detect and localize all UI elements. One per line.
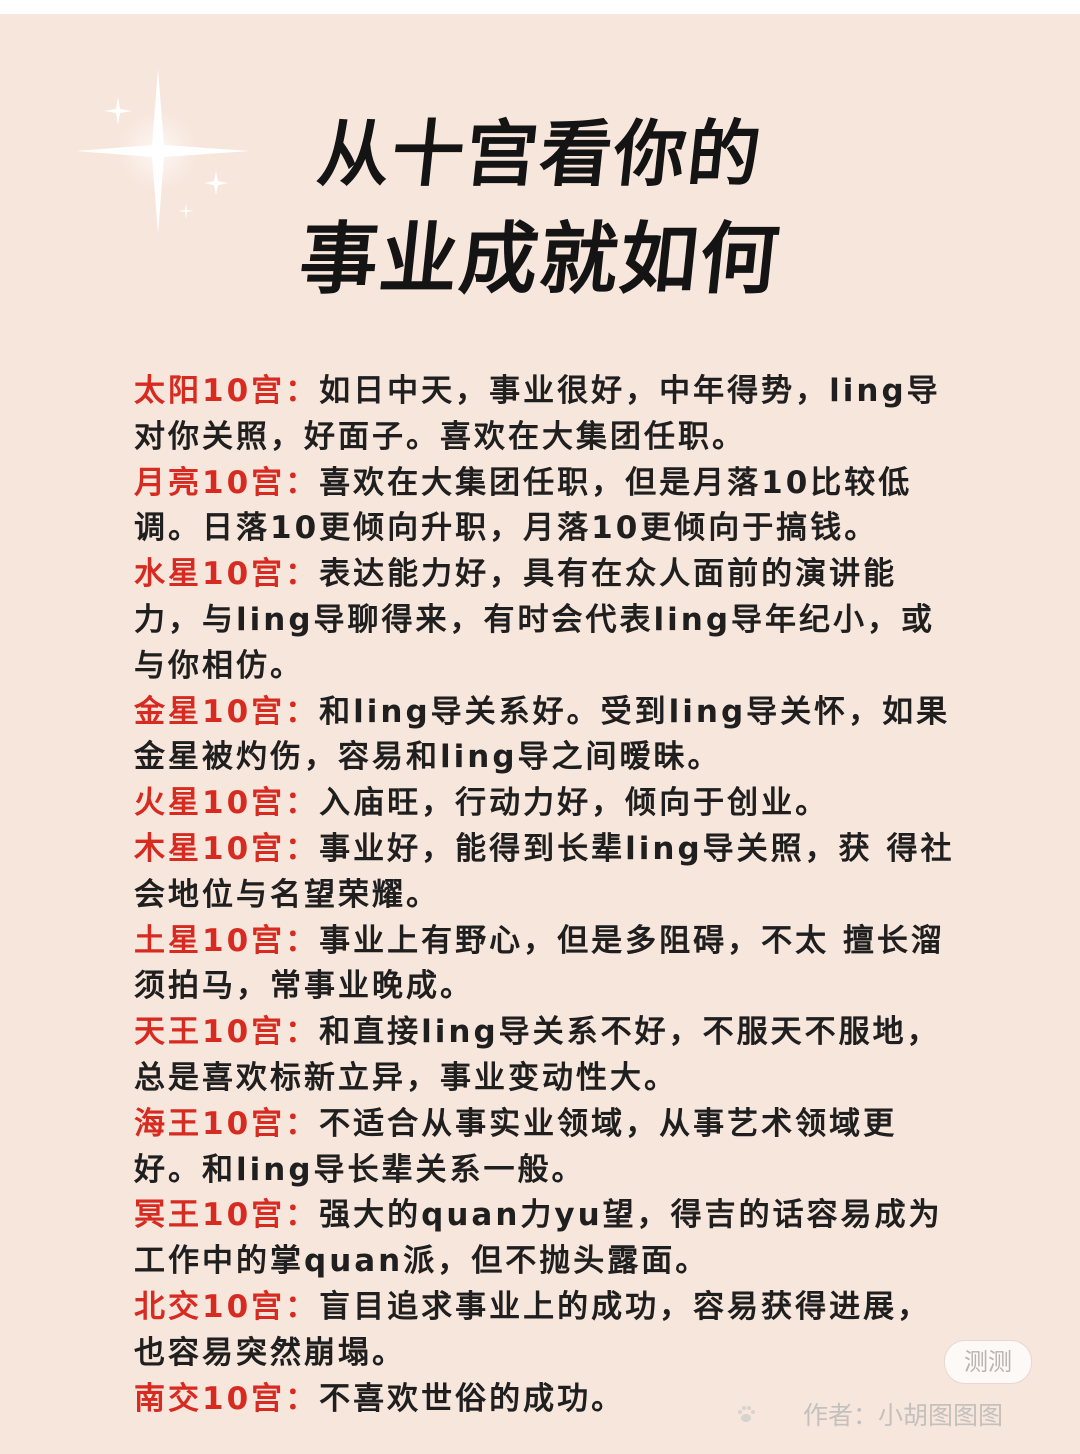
paw-icon xyxy=(738,1406,755,1422)
poster-card: 从十宫看你的 事业成就如何 太阳10宫：如日中天，事业很好，中年得势，ling导… xyxy=(0,14,1080,1454)
list-item: 海王10宫：不适合从事实业领域，从事艺术领域更好。和ling导长辈关系一般。 xyxy=(134,1102,964,1194)
entry-label: 太阳10宫： xyxy=(134,373,320,409)
author-watermark: 作者：小胡图图图 xyxy=(735,1394,1003,1434)
entry-label: 金星10宫： xyxy=(134,693,320,730)
entry-text: 喜欢在大集团任职，但是月落10比较低调。日落10更倾向升职，月落10更倾向于搞钱… xyxy=(134,464,913,547)
entry-text: 和ling导关系好。受到ling导关怀，如果金星被灼伤，容易和ling导之间暧昧… xyxy=(134,693,951,776)
sparkle-icon xyxy=(76,69,250,234)
entry-text: 表达能力好，具有在众人面前的演讲能力，与ling导聊得来，有时会代表ling导年… xyxy=(134,556,936,684)
entry-text: 入庙旺，行动力好，倾向于创业。 xyxy=(319,785,830,822)
list-item: 冥王10宫：强大的quan力yu望，得吉的话容易成为工作中的掌quan派，但不抛… xyxy=(134,1193,964,1285)
entry-label: 火星10宫： xyxy=(134,785,320,822)
entry-text: 事业好，能得到长辈ling导关照，获 得社会地位与名望荣耀。 xyxy=(134,830,955,913)
entry-label: 木星10宫： xyxy=(134,830,320,867)
list-item: 水星10宫：表达能力好，具有在众人面前的演讲能力，与ling导聊得来，有时会代表… xyxy=(134,552,964,689)
list-item: 木星10宫：事业好，能得到长辈ling导关照，获 得社会地位与名望荣耀。 xyxy=(134,827,964,919)
entry-text: 如日中天，事业很好，中年得势，ling导对你关照，好面子。喜欢在大集团任职。 xyxy=(134,373,941,455)
entry-text: 盲目追求事业上的成功，容易获得进展，也容易突然崩塌。 xyxy=(134,1288,932,1371)
entry-list: 太阳10宫：如日中天，事业很好，中年得势，ling导对你关照，好面子。喜欢在大集… xyxy=(134,369,964,1422)
page-title-line-1: 从十宫看你的 xyxy=(313,111,767,196)
list-item: 天王10宫：和直接ling导关系不好，不服天不服地，总是喜欢标新立异，事业变动性… xyxy=(134,1010,964,1102)
entry-text: 不喜欢世俗的成功。 xyxy=(319,1380,626,1417)
list-item: 土星10宫：事业上有野心，但是多阻碍，不太 擅长溜须拍马，常事业晚成。 xyxy=(134,919,964,1011)
page-title-line-2: 事业成就如何 xyxy=(295,214,785,305)
list-item: 火星10宫：入庙旺，行动力好，倾向于创业。 xyxy=(134,781,964,827)
entry-label: 水星10宫： xyxy=(134,556,320,593)
entry-text: 不适合从事实业领域，从事艺术领域更好。和ling导长辈关系一般。 xyxy=(134,1105,898,1188)
entry-label: 冥王10宫： xyxy=(134,1197,320,1234)
entry-label: 土星10宫： xyxy=(134,922,320,959)
list-item: 太阳10宫：如日中天，事业很好，中年得势，ling导对你关照，好面子。喜欢在大集… xyxy=(134,369,964,461)
list-item: 金星10宫：和ling导关系好。受到ling导关怀，如果金星被灼伤，容易和lin… xyxy=(134,690,964,782)
entry-text: 和直接ling导关系不好，不服天不服地，总是喜欢标新立异，事业变动性大。 xyxy=(134,1014,941,1096)
entry-label: 天王10宫： xyxy=(134,1014,320,1051)
entry-text: 强大的quan力yu望，得吉的话容易成为工作中的掌quan派，但不抛头露面。 xyxy=(134,1197,943,1280)
watermark-badge: 测测 xyxy=(944,1340,1032,1384)
entry-text: 事业上有野心，但是多阻碍，不太 擅长溜须拍马，常事业晚成。 xyxy=(134,922,945,1005)
author-text: 作者：小胡图图图 xyxy=(803,1401,1004,1430)
list-item: 北交10宫：盲目追求事业上的成功，容易获得进展，也容易突然崩塌。 xyxy=(134,1285,964,1377)
entry-label: 海王10宫： xyxy=(134,1105,320,1142)
entry-label: 北交10宫： xyxy=(134,1288,320,1325)
entry-label: 南交10宫： xyxy=(134,1380,320,1417)
list-item: 月亮10宫：喜欢在大集团任职，但是月落10比较低调。日落10更倾向升职，月落10… xyxy=(134,461,964,553)
entry-label: 月亮10宫： xyxy=(134,464,320,501)
list-item: 南交10宫：不喜欢世俗的成功。 xyxy=(134,1377,964,1423)
